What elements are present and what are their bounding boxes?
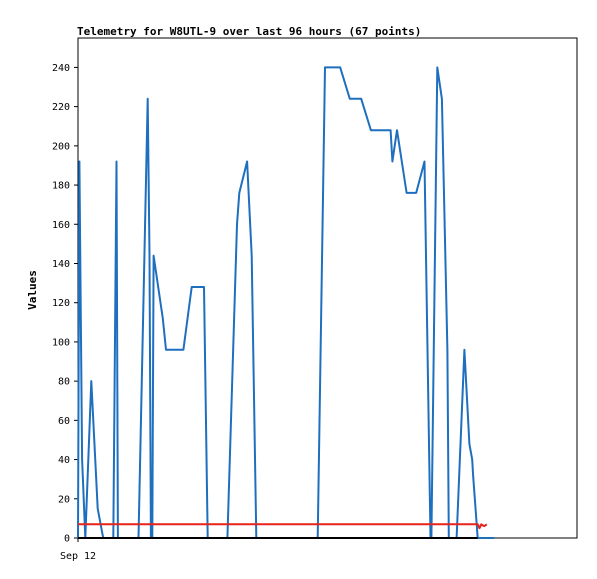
y-axis-ticks: 0 20 40 60 80 100 120 140 160 180 200 220 240 — [52, 63, 78, 545]
series-layer — [77, 66, 495, 539]
chart-title: Telemetry for W8UTL-9 over last 96 hours… — [77, 25, 421, 38]
series_2-line — [78, 523, 488, 530]
y-tick-label: 0 — [64, 534, 70, 545]
x-tick-label: Sep 12 — [60, 551, 96, 562]
y-tick-label: 120 — [52, 298, 70, 309]
y-tick-label: 180 — [52, 181, 70, 192]
y-tick-label: 100 — [52, 337, 70, 348]
y-tick-label: 140 — [52, 259, 70, 270]
y-tick-label: 40 — [58, 455, 70, 466]
y-tick-label: 240 — [52, 63, 70, 74]
y-tick-label: 20 — [58, 494, 70, 505]
y-tick-label: 80 — [58, 377, 70, 388]
y-tick-label: 60 — [58, 416, 70, 427]
y-tick-label: 200 — [52, 141, 70, 152]
y-axis-label: Values — [26, 270, 39, 310]
y-tick-label: 220 — [52, 102, 70, 113]
y-tick-label: 160 — [52, 220, 70, 231]
